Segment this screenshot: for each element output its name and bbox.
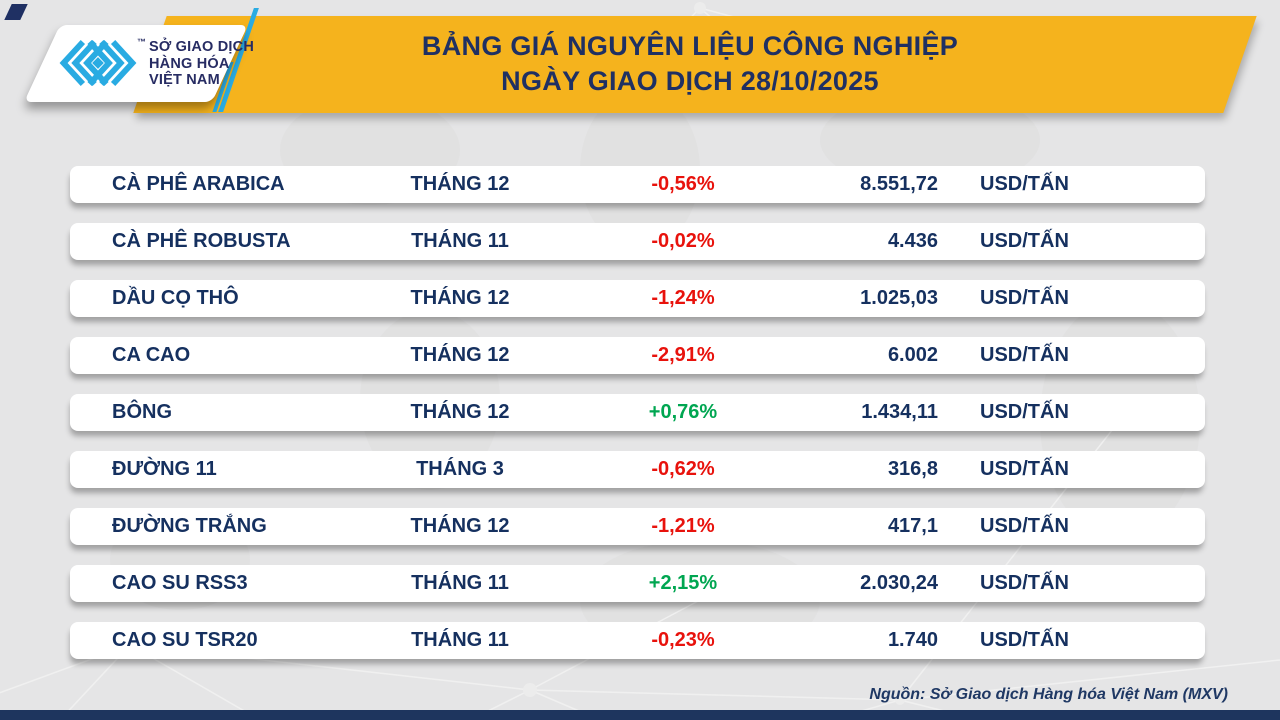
price-unit: USD/TẤN — [980, 230, 1069, 252]
price-unit: USD/TẤN — [980, 629, 1069, 651]
price-unit: USD/TẤN — [980, 515, 1069, 537]
contract-month: THÁNG 11 — [411, 572, 509, 594]
commodity-name: CA CAO — [112, 344, 191, 366]
table-row: DẦU CỌ THÔ THÁNG 12 -1,24% 1.025,03 USD/… — [70, 280, 1205, 317]
commodity-name: CÀ PHÊ ROBUSTA — [112, 230, 291, 252]
price-value: 2.030,24 — [860, 572, 938, 594]
commodity-name: BÔNG — [112, 401, 172, 423]
table-row: CA CAO THÁNG 12 -2,91% 6.002 USD/TẤN — [70, 337, 1205, 374]
price-unit: USD/TẤN — [980, 287, 1069, 309]
page-title: BẢNG GIÁ NGUYÊN LIỆU CÔNG NGHIỆP NGÀY GI… — [320, 29, 1060, 99]
page-title-line1: BẢNG GIÁ NGUYÊN LIỆU CÔNG NGHIỆP — [421, 31, 959, 61]
commodity-name: CAO SU TSR20 — [112, 629, 258, 651]
price-unit: USD/TẤN — [980, 173, 1069, 195]
change-percent: -0,62% — [651, 458, 715, 480]
contract-month: THÁNG 12 — [410, 401, 510, 423]
price-unit: USD/TẤN — [980, 458, 1069, 480]
commodity-name: CAO SU RSS3 — [112, 572, 248, 594]
price-value: 316,8 — [887, 458, 938, 480]
commodity-name: ĐƯỜNG 11 — [112, 458, 217, 480]
commodity-name: CÀ PHÊ ARABICA — [112, 173, 285, 195]
bottom-bar — [0, 710, 1280, 720]
price-unit: USD/TẤN — [980, 572, 1069, 594]
change-percent: -2,91% — [651, 344, 715, 366]
change-percent: +0,76% — [648, 401, 718, 423]
change-percent: -1,21% — [651, 515, 715, 537]
table-row: CAO SU TSR20 THÁNG 11 -0,23% 1.740 USD/T… — [70, 622, 1205, 659]
change-percent: -0,23% — [651, 629, 715, 651]
table-row: ĐƯỜNG 11 THÁNG 3 -0,62% 316,8 USD/TẤN — [70, 451, 1205, 488]
price-unit: USD/TẤN — [980, 344, 1069, 366]
change-percent: -0,02% — [651, 230, 715, 252]
table-row: ĐƯỜNG TRẮNG THÁNG 12 -1,21% 417,1 USD/TẤ… — [70, 508, 1205, 545]
table-row: CÀ PHÊ ARABICA THÁNG 12 -0,56% 8.551,72 … — [70, 166, 1205, 203]
table-row: CÀ PHÊ ROBUSTA THÁNG 11 -0,02% 4.436 USD… — [70, 223, 1205, 260]
price-value: 417,1 — [887, 515, 938, 537]
mxv-chevron-logo-icon — [59, 40, 137, 86]
contract-month: THÁNG 12 — [410, 344, 510, 366]
table-row: CAO SU RSS3 THÁNG 11 +2,15% 2.030,24 USD… — [70, 565, 1205, 602]
change-percent: +2,15% — [648, 572, 718, 594]
contract-month: THÁNG 12 — [410, 173, 510, 195]
price-value: 1.740 — [887, 629, 938, 651]
corner-accent-shape — [4, 4, 28, 20]
source-attribution: Nguồn: Sở Giao dịch Hàng hóa Việt Nam (M… — [869, 686, 1228, 703]
price-value: 6.002 — [887, 344, 938, 366]
price-value: 8.551,72 — [860, 173, 938, 195]
contract-month: THÁNG 12 — [410, 287, 510, 309]
change-percent: -0,56% — [651, 173, 715, 195]
price-table: CÀ PHÊ ARABICA THÁNG 12 -0,56% 8.551,72 … — [70, 166, 1205, 679]
table-row: BÔNG THÁNG 12 +0,76% 1.434,11 USD/TẤN — [70, 394, 1205, 431]
price-value: 4.436 — [887, 230, 938, 252]
price-value: 1.434,11 — [861, 401, 938, 423]
commodity-name: ĐƯỜNG TRẮNG — [112, 515, 267, 537]
page-title-line2: NGÀY GIAO DỊCH 28/10/2025 — [501, 66, 879, 96]
contract-month: THÁNG 11 — [411, 629, 509, 651]
contract-month: THÁNG 11 — [411, 230, 509, 252]
price-value: 1.025,03 — [860, 287, 938, 309]
trademark-symbol: ™ — [137, 37, 146, 47]
logo-org-name: SỞ GIAO DỊCH HÀNG HÓA VIỆT NAM — [149, 39, 254, 88]
contract-month: THÁNG 12 — [410, 515, 510, 537]
price-unit: USD/TẤN — [980, 401, 1069, 423]
contract-month: THÁNG 3 — [416, 458, 504, 480]
commodity-name: DẦU CỌ THÔ — [112, 287, 239, 309]
change-percent: -1,24% — [651, 287, 715, 309]
